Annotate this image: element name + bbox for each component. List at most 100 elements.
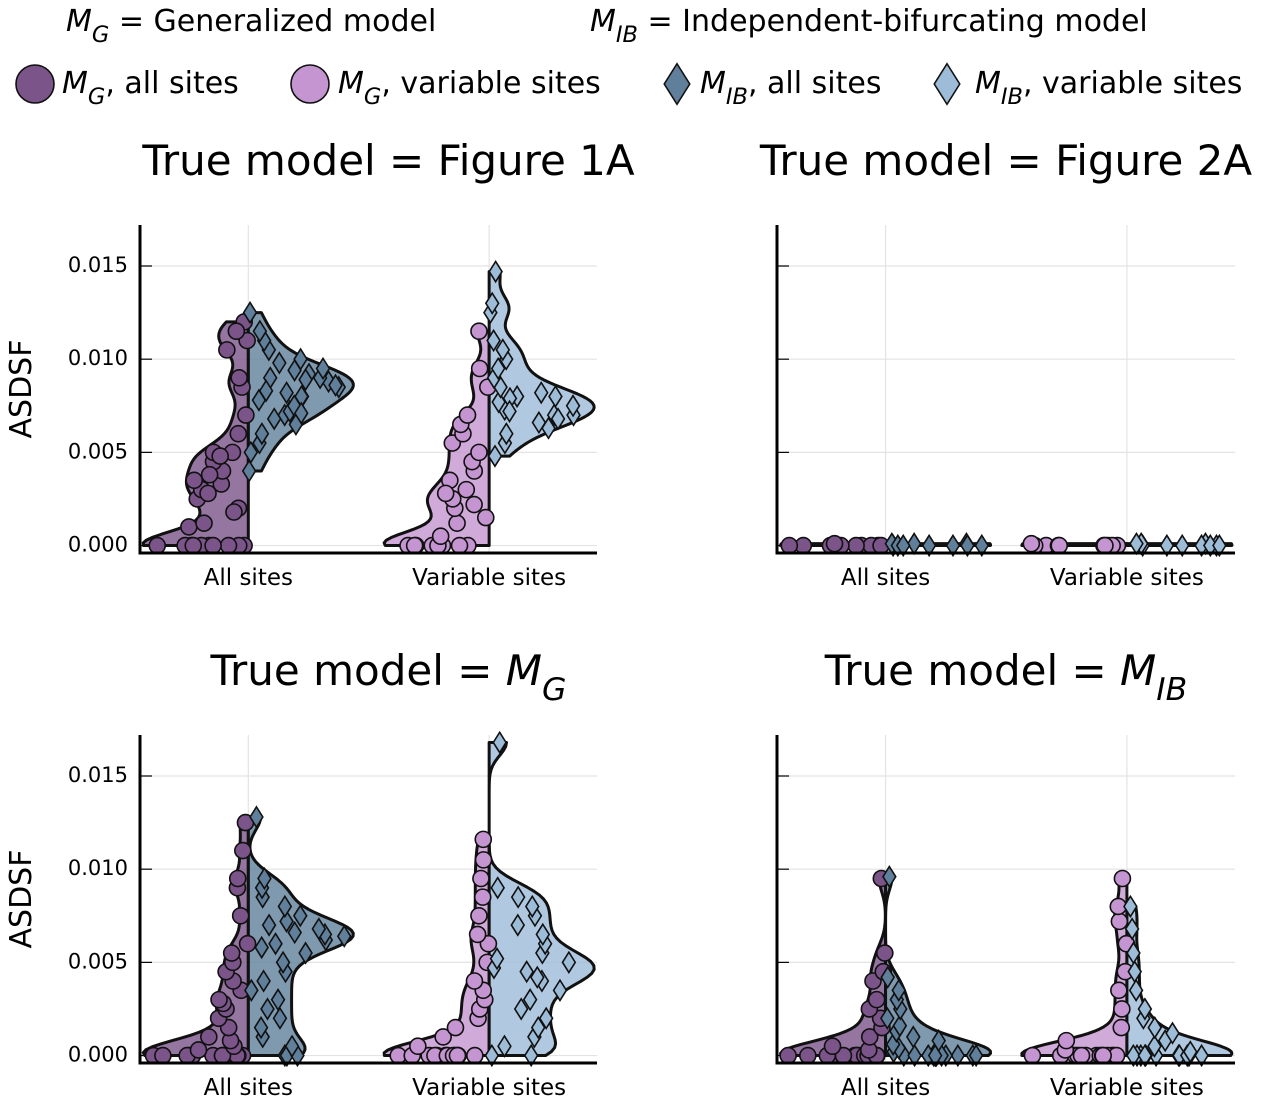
point [204, 536, 222, 555]
point [860, 1028, 879, 1046]
violin [487, 740, 596, 1058]
point [561, 950, 577, 974]
point [266, 407, 282, 431]
legend-note: MG = Generalized model [66, 4, 436, 48]
y-tick-label: 0.000 [68, 533, 128, 557]
point [513, 997, 529, 1021]
panel-title: True model = MIB [824, 646, 1187, 709]
point [470, 906, 488, 925]
point [277, 894, 293, 919]
point [457, 480, 476, 499]
point [292, 904, 308, 928]
point [1022, 534, 1041, 553]
point [257, 866, 272, 891]
point [880, 1006, 895, 1030]
point [275, 950, 291, 974]
point [1127, 960, 1142, 984]
y-tick-label: 0.005 [68, 439, 128, 463]
point [799, 1046, 817, 1065]
point [228, 869, 247, 888]
point [1094, 1046, 1112, 1065]
point [882, 865, 897, 889]
point [960, 533, 975, 558]
point [867, 990, 886, 1009]
point [200, 465, 219, 484]
point [184, 536, 203, 555]
point [484, 1043, 500, 1068]
y-tick-label: 0.000 [68, 1043, 128, 1067]
point [1113, 1000, 1131, 1018]
point [490, 356, 506, 381]
y-tick-label: 0.005 [68, 949, 128, 973]
point [490, 876, 506, 900]
point [780, 536, 799, 555]
point [238, 934, 257, 953]
point [211, 447, 229, 465]
point [253, 1015, 269, 1040]
point [272, 1006, 288, 1030]
point [1137, 1043, 1153, 1068]
point [1124, 917, 1140, 941]
point [488, 259, 503, 284]
point [466, 1046, 484, 1065]
point [474, 830, 493, 849]
point [222, 944, 241, 962]
point [252, 319, 268, 343]
point [336, 924, 352, 948]
x-tick-label: All sites [204, 1075, 293, 1101]
point [258, 379, 274, 403]
point [1113, 869, 1132, 888]
point [945, 533, 961, 558]
point [185, 471, 204, 490]
point [199, 484, 217, 503]
point [1147, 1034, 1162, 1058]
point [468, 925, 487, 944]
point [502, 399, 517, 423]
point [531, 410, 547, 435]
point [530, 1015, 546, 1040]
legend-marker [933, 62, 961, 106]
point [1174, 533, 1190, 558]
point [180, 518, 198, 536]
point [279, 381, 294, 405]
point [237, 406, 255, 424]
point [225, 503, 243, 521]
point [465, 495, 483, 514]
point [847, 536, 865, 555]
point [1057, 1031, 1076, 1050]
point [565, 394, 581, 418]
point [227, 322, 246, 341]
point [1159, 533, 1175, 558]
x-tick-label: Variable sites [412, 565, 566, 591]
point [472, 869, 490, 888]
point [409, 1037, 427, 1056]
point [499, 422, 514, 446]
point [473, 888, 492, 906]
point [523, 1043, 539, 1068]
point [968, 1043, 984, 1068]
point [293, 401, 309, 425]
point [465, 972, 484, 990]
point [524, 894, 540, 919]
point [241, 459, 257, 483]
point [254, 935, 269, 960]
x-tick-label: Variable sites [1050, 1075, 1204, 1101]
point [950, 1043, 966, 1068]
point [1023, 1046, 1042, 1065]
point [905, 1025, 921, 1049]
point [1096, 536, 1114, 555]
point [315, 356, 331, 381]
point [284, 1034, 300, 1058]
legend-label: MG, variable sites [338, 66, 601, 110]
point [1112, 1018, 1131, 1037]
point [921, 533, 937, 558]
point [148, 536, 167, 555]
point [1123, 894, 1138, 919]
point [470, 443, 488, 462]
point [548, 384, 563, 409]
point [535, 922, 551, 947]
point [234, 841, 252, 860]
legend-label: MIB, variable sites [975, 66, 1242, 110]
point [533, 381, 549, 405]
